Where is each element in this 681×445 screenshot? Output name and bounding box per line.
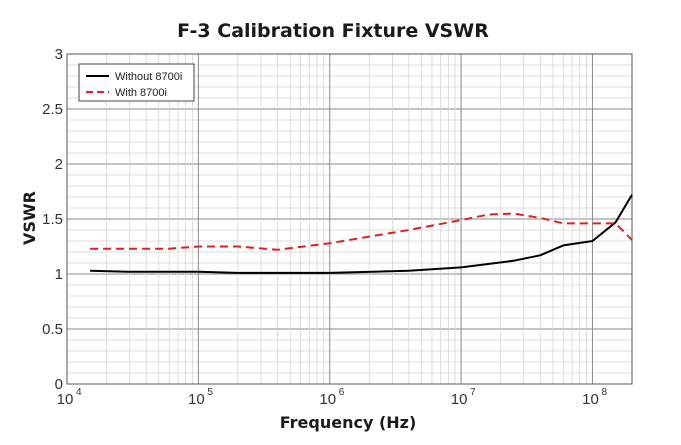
y-tick-label: 1.5 [42, 211, 63, 228]
x-tick-label: 10 [188, 391, 205, 408]
y-tick-label: 3 [55, 46, 63, 63]
series-layer [90, 195, 632, 273]
legend-label-without-8700i: Without 8700i [115, 71, 182, 83]
x-tick-label: 10 [451, 391, 468, 408]
x-tick-label: 10 [57, 391, 74, 408]
chart-title: F-3 Calibration Fixture VSWR [177, 20, 489, 42]
series-line-0 [90, 195, 632, 273]
y-tick-label: 0.5 [42, 321, 63, 338]
x-tick-labels: 10 4 10 5 10 6 10 7 10 8 [57, 387, 608, 408]
x-axis-label: Frequency (Hz) [280, 413, 417, 432]
x-tick-exponent: 8 [601, 387, 607, 398]
y-tick-label: 2 [55, 156, 63, 173]
y-tick-label: 1 [55, 266, 63, 283]
x-tick-exponent: 4 [76, 387, 82, 398]
legend-label-with-8700i: With 8700i [115, 87, 167, 99]
legend: Without 8700i With 8700i [79, 64, 194, 101]
y-axis-label: VSWR [20, 191, 39, 245]
x-tick-exponent: 7 [470, 387, 476, 398]
x-tick-label: 10 [582, 391, 599, 408]
vswr-chart: F-3 Calibration Fixture VSWR 00.511.522.… [0, 0, 681, 445]
x-tick-label: 10 [319, 391, 336, 408]
x-tick-exponent: 5 [207, 387, 213, 398]
x-tick-exponent: 6 [339, 387, 345, 398]
y-tick-label: 2.5 [42, 101, 63, 118]
y-tick-labels: 00.511.522.53 [42, 46, 63, 393]
